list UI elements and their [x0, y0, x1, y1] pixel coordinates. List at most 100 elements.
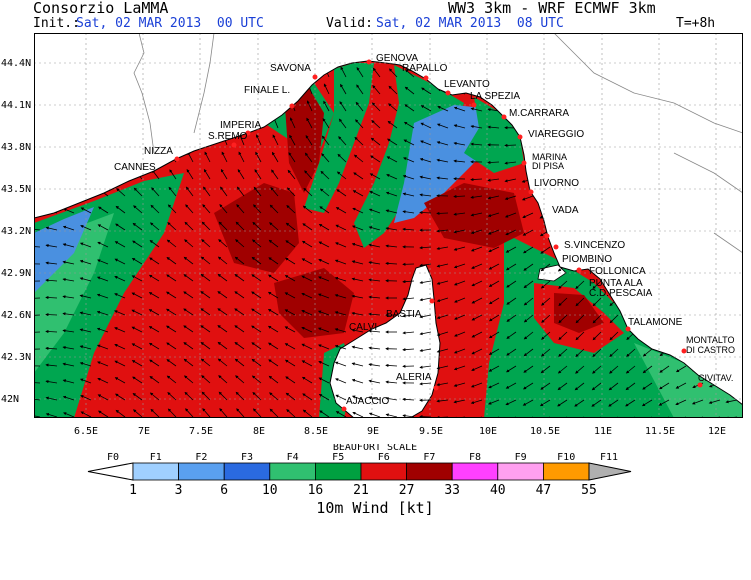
wind-arrow: [132, 409, 143, 418]
wind-arrow: [79, 311, 92, 316]
lon-tick: 9.5E: [418, 426, 444, 437]
wind-arrow: [471, 280, 483, 287]
wind-arrow: [318, 276, 330, 282]
city-label: FINALE L.: [244, 85, 290, 96]
wind-arrow: [133, 205, 143, 214]
wind-arrow: [114, 258, 126, 265]
wind-arrow: [234, 342, 245, 350]
wind-arrow: [355, 119, 364, 129]
wind-unit-label: 10m Wind [kt]: [316, 499, 433, 517]
wind-arrow: [63, 208, 75, 214]
wind-arrow: [96, 276, 109, 282]
wind-arrow: [368, 346, 381, 350]
wind-arrow: [114, 310, 126, 316]
wind-arrow: [436, 297, 449, 303]
city-label: IMPERIA: [220, 120, 261, 131]
wind-arrow: [62, 395, 75, 401]
wind-arrow: [256, 134, 262, 146]
wind-arrow: [488, 365, 500, 372]
wind-arrow: [625, 365, 636, 374]
wind-arrow: [592, 365, 602, 374]
wind-arrow: [306, 100, 313, 112]
city-label: S.VINCENZO: [564, 240, 625, 251]
wind-arrow: [470, 399, 483, 405]
wind-arrow: [62, 379, 75, 384]
wind-arrow: [504, 178, 517, 183]
wind-arrow: [436, 399, 449, 403]
init-value: Sat, 02 MAR 2013 00 UTC: [76, 16, 264, 31]
wind-arrow: [45, 329, 58, 334]
wind-arrow: [217, 358, 228, 367]
wind-arrow: [419, 280, 432, 285]
city-label: SAVONA: [270, 63, 311, 74]
lat-tick: 42.6N: [1, 310, 32, 321]
wind-arrow: [268, 239, 279, 248]
wind-arrow: [235, 221, 245, 231]
wind-arrow: [523, 382, 534, 390]
wind-arrow: [609, 331, 619, 341]
city-labels: GENOVA RAPALLO SAVONA LEVANTO FINALE L. …: [114, 53, 735, 407]
wind-arrow: [488, 246, 500, 253]
wind-arrow: [335, 224, 347, 231]
wind-arrow: [183, 375, 194, 384]
wind-arrow: [166, 308, 177, 316]
wind-arrow: [271, 151, 279, 163]
wind-arrow: [45, 396, 58, 401]
wind-arrow: [488, 280, 500, 287]
wind-arrow: [642, 348, 653, 357]
wind-arrow: [658, 399, 670, 406]
wind-arrow: [80, 225, 92, 231]
wind-arrow: [251, 342, 262, 350]
wind-arrow: [419, 382, 432, 386]
wind-arrow: [219, 408, 228, 418]
wind-arrow: [488, 348, 500, 355]
wind-arrow: [115, 205, 126, 214]
wind-arrow: [387, 120, 398, 129]
wind-arrow: [148, 309, 160, 316]
wind-arrow: [166, 274, 177, 282]
legend-bound-label: 55: [581, 483, 597, 498]
wind-arrow: [323, 83, 330, 95]
wind-arrow: [419, 210, 432, 215]
wind-arrow: [419, 193, 432, 197]
lon-tick: 7.5E: [188, 426, 214, 437]
city-label: LIVORNO: [534, 178, 579, 189]
wind-arrow: [420, 122, 432, 129]
legend-box: [497, 462, 544, 481]
wind-arrow: [235, 391, 245, 401]
wind-arrow: [385, 244, 398, 248]
wind-arrow: [453, 280, 466, 286]
city-label: GENOVA: [376, 53, 418, 64]
grid: [34, 33, 743, 418]
wind-arrow: [305, 135, 313, 146]
wind-arrow: [97, 377, 109, 384]
legend-force-label: F5: [332, 452, 344, 463]
coastline: [34, 60, 743, 406]
wind-arrow: [385, 226, 398, 231]
wind-arrow: [368, 243, 381, 248]
wind-arrow: [319, 188, 330, 197]
wind-arrow: [183, 358, 194, 367]
wind-arrow: [372, 84, 381, 95]
wind-arrow: [368, 226, 381, 231]
wind-arrow: [79, 294, 92, 299]
wind-arrow: [370, 137, 381, 146]
wind-arrow: [200, 256, 211, 265]
wind-arrow: [505, 263, 517, 271]
wind-arrow: [132, 222, 143, 231]
lon-tick: 12E: [707, 426, 727, 437]
wind-arrow: [220, 186, 228, 197]
wind-arrow: [200, 342, 211, 350]
wind-arrow: [335, 394, 347, 401]
wind-arrow: [166, 325, 177, 333]
wind-arrow: [454, 314, 466, 320]
city-label: VIAREGGIO: [528, 129, 584, 140]
wind-arrow: [471, 365, 483, 371]
wind-arrow: [352, 190, 364, 197]
wind-arrow: [96, 344, 109, 350]
wind-arrow: [470, 124, 483, 129]
wind-arrow: [470, 142, 483, 146]
legend-box: [178, 462, 225, 481]
wind-arrow: [301, 240, 313, 248]
wind-arrow: [371, 102, 381, 112]
